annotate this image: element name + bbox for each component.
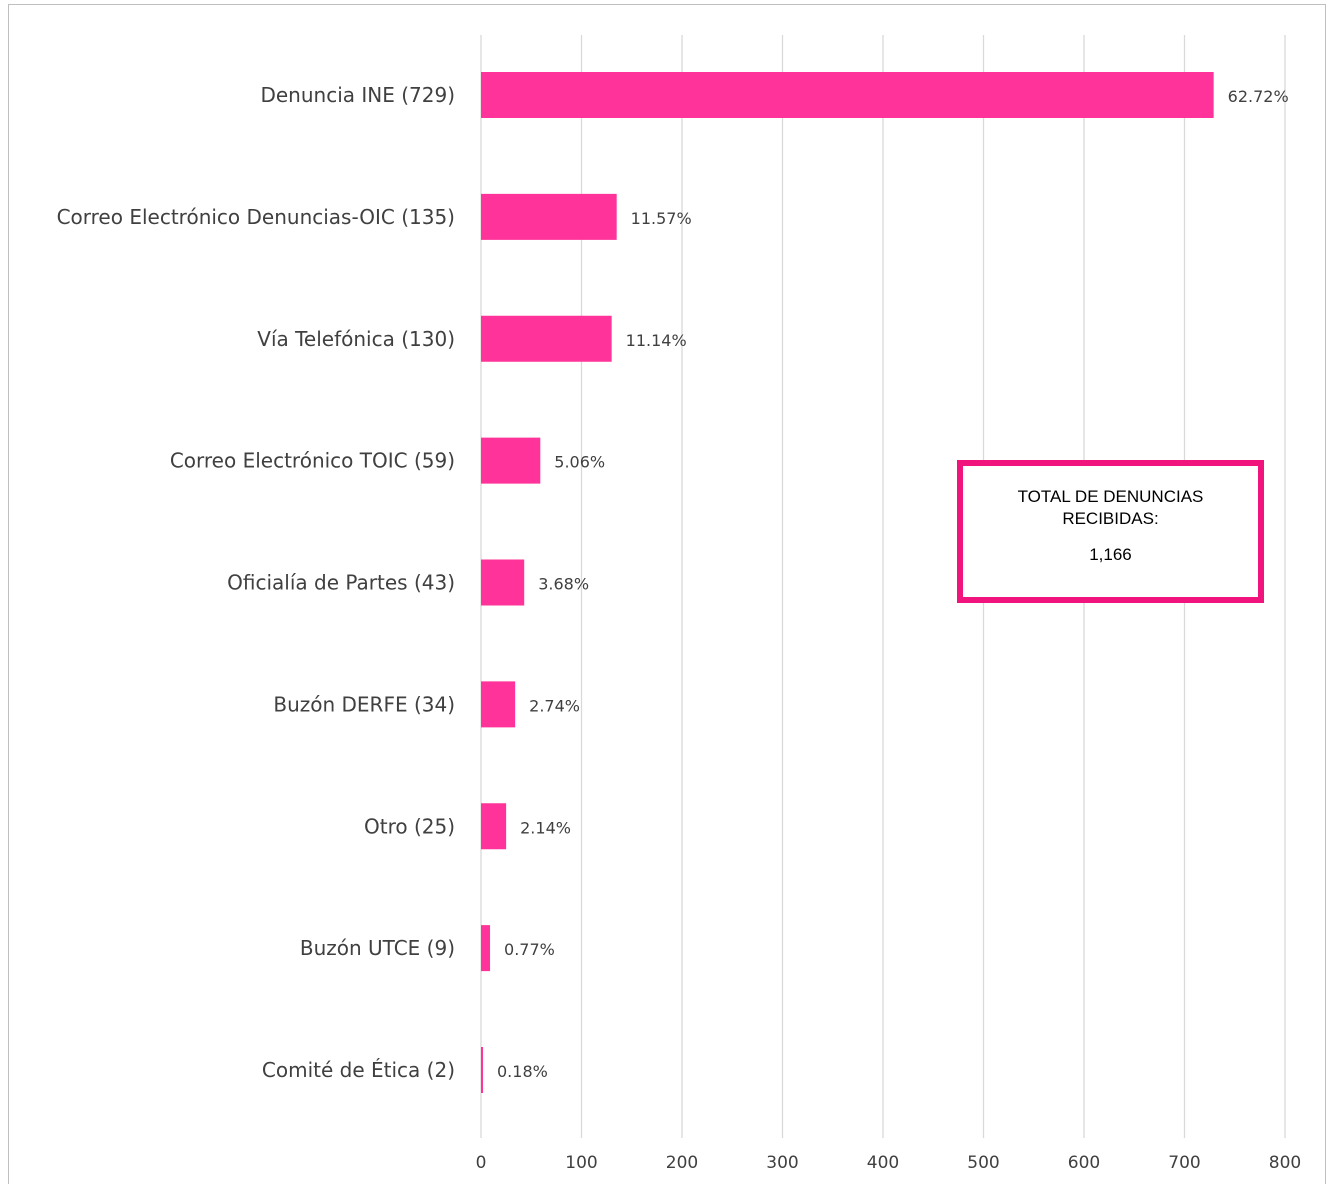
- bar: [481, 803, 507, 850]
- total-annotation-subtitle: RECIBIDAS:: [1062, 509, 1159, 528]
- bar: [481, 1047, 484, 1093]
- x-tick-label: 500: [967, 1153, 999, 1173]
- bar: [481, 437, 541, 484]
- bar: [481, 559, 525, 606]
- data-label: 2.74%: [529, 696, 580, 715]
- x-tick-label: 100: [565, 1153, 597, 1173]
- category-label: Correo Electrónico Denuncias-OIC (135): [57, 205, 455, 229]
- category-label: Otro (25): [364, 814, 455, 838]
- category-label: Oficialía de Partes (43): [227, 571, 455, 595]
- total-annotation-value: 1,166: [1089, 545, 1132, 564]
- data-label: 11.57%: [631, 209, 692, 228]
- bar: [481, 315, 612, 362]
- data-label: 0.18%: [497, 1062, 548, 1081]
- data-label: 3.68%: [538, 575, 589, 594]
- data-label: 0.77%: [504, 940, 555, 959]
- chart-frame: [8, 4, 1326, 1184]
- category-label: Correo Electrónico TOIC (59): [170, 449, 455, 473]
- data-label: 5.06%: [554, 453, 605, 472]
- category-label: Vía Telefónica (130): [257, 327, 455, 351]
- category-label: Buzón UTCE (9): [300, 936, 455, 960]
- x-tick-label: 800: [1269, 1153, 1301, 1173]
- x-tick-label: 400: [867, 1153, 899, 1173]
- bar: [481, 72, 1214, 118]
- total-annotation-box: TOTAL DE DENUNCIAS RECIBIDAS: 1,166: [957, 460, 1264, 603]
- x-tick-label: 700: [1168, 1153, 1200, 1173]
- category-labels: Denuncia INE (729) Correo Electrónico Den…: [57, 83, 455, 1082]
- x-tick-label: 200: [666, 1153, 698, 1173]
- data-labels: 62.72% 11.57% 11.14% 5.06% 3.68% 2.74% 2.14% 0.…: [497, 87, 1289, 1081]
- x-tick-label: 600: [1068, 1153, 1100, 1173]
- bars: [481, 72, 1214, 1093]
- bar: [481, 193, 617, 240]
- data-label: 62.72%: [1228, 87, 1289, 106]
- category-label: Buzón DERFE (34): [273, 692, 455, 716]
- category-label: Denuncia INE (729): [260, 83, 455, 107]
- data-label: 11.14%: [626, 331, 687, 350]
- bar: [481, 681, 516, 728]
- x-axis-tick-labels: 0 100 200 300 400 500 600 700 800: [476, 1153, 1302, 1173]
- total-annotation-title: TOTAL DE DENUNCIAS: [1017, 487, 1204, 506]
- x-tick-label: 0: [476, 1153, 487, 1173]
- x-tick-label: 300: [766, 1153, 798, 1173]
- category-label: Comité de Ética (2): [262, 1058, 455, 1082]
- data-label: 2.14%: [520, 818, 571, 837]
- bar: [481, 925, 491, 972]
